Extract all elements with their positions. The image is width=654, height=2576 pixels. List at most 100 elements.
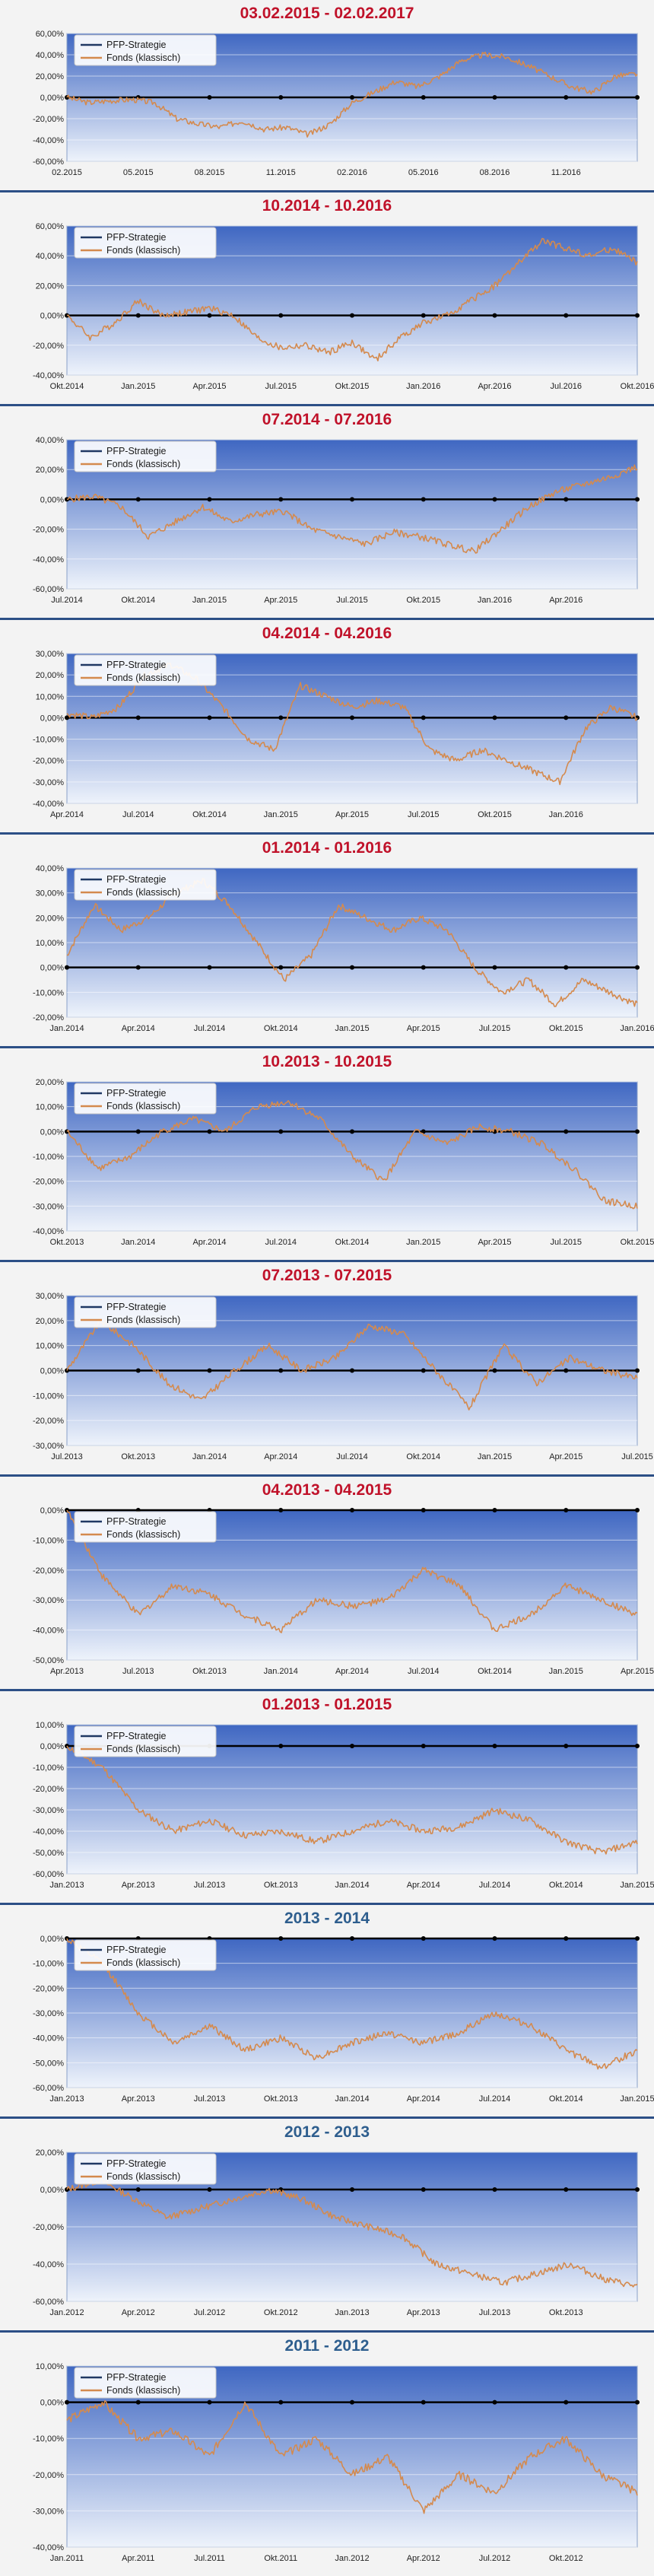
x-tick-label: Jan.2016 xyxy=(478,596,512,605)
x-tick-label: Jul.2014 xyxy=(479,2094,511,2104)
legend-label-fund: Fonds (klassisch) xyxy=(106,459,180,469)
y-tick-label: 30,00% xyxy=(36,650,65,659)
strategy-point xyxy=(635,313,640,318)
y-tick-label: 30,00% xyxy=(36,889,65,898)
legend-box xyxy=(74,440,217,472)
chart-panel: 01.2014 - 01.2016 40,00% 30,00% 20,00% 10,00… xyxy=(0,835,654,1046)
x-tick-label: Apr.2013 xyxy=(122,1881,155,1890)
y-tick-label: 40,00% xyxy=(36,51,65,60)
y-tick-label: 0,00% xyxy=(40,1127,64,1137)
x-tick-label: Apr.2015 xyxy=(621,1667,654,1676)
chart-title: 07.2014 - 07.2016 xyxy=(262,411,392,428)
x-tick-label: Okt.2013 xyxy=(121,1452,155,1461)
line-chart: 30,00% 20,00% 10,00% 0,00% -10,00% -20,00% -30… xyxy=(33,650,640,819)
fund-series-line xyxy=(66,2399,638,2514)
x-tick-label: Jul.2014 xyxy=(51,596,83,605)
y-tick-label: -10,00% xyxy=(33,1960,64,1969)
panel-separator xyxy=(0,190,654,192)
strategy-point xyxy=(278,95,284,100)
strategy-point xyxy=(635,1508,640,1512)
chart-panel: 10.2014 - 10.2016 60,00% 40,00% 20,00% 0,00%… xyxy=(0,192,654,404)
legend-box xyxy=(74,1296,217,1328)
x-tick-label: Jan.2011 xyxy=(50,2554,84,2563)
strategy-point xyxy=(278,497,284,502)
y-tick-label: -60,00% xyxy=(33,1870,64,1879)
strategy-point xyxy=(492,1368,497,1373)
y-tick-label: 0,00% xyxy=(40,94,64,103)
x-tick-label: Apr.2014 xyxy=(407,2094,440,2104)
x-tick-label: Jul.2015 xyxy=(408,810,440,819)
legend: PFP-Strategie Fonds (klassisch) xyxy=(74,2367,217,2399)
x-tick-label: Jan.2014 xyxy=(264,1667,298,1676)
strategy-point xyxy=(135,497,141,502)
fund-series-line xyxy=(66,1938,638,2070)
legend: PFP-Strategie Fonds (klassisch) xyxy=(74,2153,217,2185)
legend-label-fund: Fonds (klassisch) xyxy=(106,1529,180,1540)
strategy-point xyxy=(135,313,141,318)
x-tick-label: Jan.2012 xyxy=(49,2308,84,2317)
legend-label-fund: Fonds (klassisch) xyxy=(106,1315,180,1325)
strategy-point xyxy=(635,497,640,502)
legend-label-fund: Fonds (klassisch) xyxy=(106,1101,180,1111)
x-tick-label: Jul.2014 xyxy=(479,1881,511,1890)
strategy-point xyxy=(65,2399,69,2405)
strategy-point xyxy=(135,965,141,970)
strategy-point xyxy=(350,1129,354,1134)
strategy-point xyxy=(421,965,426,970)
line-chart: 20,00% 10,00% 0,00% -10,00% -20,00% -30,00% -4… xyxy=(33,1078,654,1247)
chart-title: 2012 - 2013 xyxy=(284,2123,370,2141)
chart-title: 01.2013 - 01.2015 xyxy=(262,1696,392,1713)
legend: PFP-Strategie Fonds (klassisch) xyxy=(74,1296,217,1328)
strategy-point xyxy=(421,1508,426,1512)
strategy-point xyxy=(635,2399,640,2405)
strategy-point xyxy=(492,1744,497,1748)
legend-label-strategy: PFP-Strategie xyxy=(106,40,167,50)
x-tick-label: Jul.2013 xyxy=(479,2308,511,2317)
strategy-point xyxy=(135,2187,141,2192)
y-tick-label: 30,00% xyxy=(36,1292,65,1301)
x-tick-label: Okt.2014 xyxy=(406,1452,440,1461)
x-tick-label: Jan.2016 xyxy=(549,810,583,819)
x-tick-label: Apr.2014 xyxy=(264,1452,297,1461)
x-tick-label: Jan.2016 xyxy=(620,1024,654,1033)
panel-separator xyxy=(0,2330,654,2333)
strategy-point xyxy=(278,1129,284,1134)
x-tick-label: Apr.2015 xyxy=(478,1238,511,1247)
y-tick-label: -40,00% xyxy=(33,2543,64,2552)
strategy-point xyxy=(564,1508,569,1512)
y-tick-label: 40,00% xyxy=(36,252,65,261)
x-tick-label: Okt.2014 xyxy=(549,1881,583,1890)
fund-series-line xyxy=(66,237,638,361)
legend-box xyxy=(74,1083,217,1115)
y-tick-label: 20,00% xyxy=(36,281,65,291)
y-tick-label: 20,00% xyxy=(36,671,65,680)
x-tick-label: Jan.2015 xyxy=(264,810,298,819)
line-chart: 40,00% 20,00% 0,00% -20,00% -40,00% -60,00% Ju… xyxy=(33,436,640,605)
y-tick-label: 60,00% xyxy=(36,30,65,39)
y-tick-label: 10,00% xyxy=(36,939,65,948)
line-chart: 10,00% 0,00% -10,00% -20,00% -30,00% -40,00% -… xyxy=(33,1721,654,1890)
strategy-point xyxy=(207,965,212,970)
y-tick-label: -10,00% xyxy=(33,1763,64,1773)
strategy-point xyxy=(350,1936,354,1941)
legend-label-strategy: PFP-Strategie xyxy=(106,1088,167,1099)
strategy-point xyxy=(65,715,69,720)
line-chart: 10,00% 0,00% -10,00% -20,00% -30,00% -40,00% J… xyxy=(33,2362,640,2563)
y-tick-label: 20,00% xyxy=(36,466,65,475)
x-tick-label: Apr.2015 xyxy=(192,382,226,391)
x-tick-label: Jan.2014 xyxy=(192,1452,227,1461)
x-tick-label: Jul.2015 xyxy=(336,596,368,605)
strategy-point xyxy=(635,1936,640,1941)
x-tick-label: Jan.2013 xyxy=(49,2094,84,2104)
strategy-point xyxy=(135,1368,141,1373)
y-tick-label: 0,00% xyxy=(40,495,64,504)
legend-box xyxy=(74,34,217,66)
legend-box xyxy=(74,654,217,686)
strategy-point xyxy=(350,2399,354,2405)
strategy-point xyxy=(421,313,426,318)
fund-series-line xyxy=(66,1509,638,1633)
y-tick-label: -10,00% xyxy=(33,1536,64,1545)
x-tick-label: Jul.2014 xyxy=(336,1452,368,1461)
y-tick-label: 40,00% xyxy=(36,864,65,873)
